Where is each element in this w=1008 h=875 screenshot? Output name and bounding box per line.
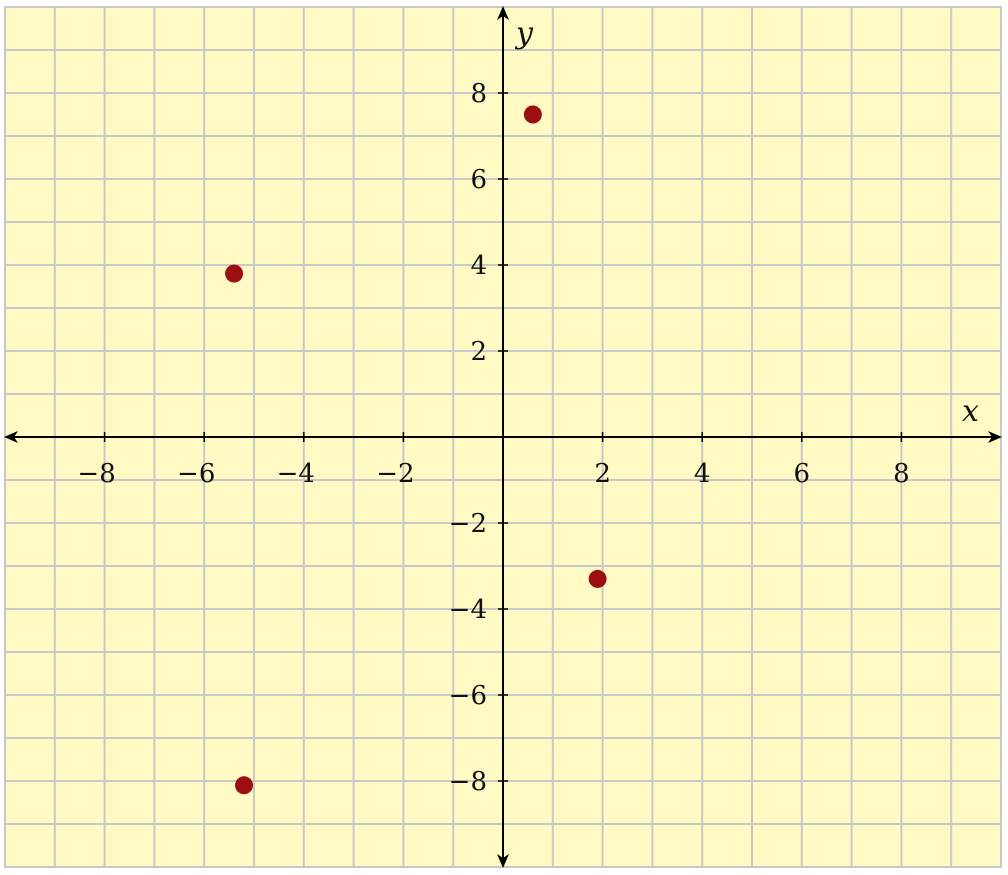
x-tick-label: −4 (277, 459, 315, 489)
axes (4, 6, 1002, 868)
y-tick-label: 6 (470, 165, 487, 195)
x-tick-label: −2 (376, 459, 414, 489)
data-point (235, 776, 254, 795)
x-tick-label: −6 (177, 459, 215, 489)
y-tick-label: −8 (449, 767, 487, 797)
x-axis-label: x (962, 394, 979, 429)
x-tick-label: 4 (694, 459, 711, 489)
y-tick-label: 8 (470, 79, 487, 109)
y-tick-label: −6 (449, 681, 487, 711)
y-tick-label: 2 (470, 337, 487, 367)
y-axis-label: y (514, 16, 534, 51)
y-tick-label: 4 (470, 251, 487, 281)
data-point (588, 569, 607, 588)
data-points (225, 105, 607, 795)
data-point (225, 264, 244, 283)
y-tick-label: −4 (449, 595, 487, 625)
x-tick-label: −8 (77, 459, 115, 489)
x-tick-label: 6 (794, 459, 811, 489)
data-point (523, 105, 542, 124)
x-tick-label: 2 (594, 459, 611, 489)
y-tick-label: −2 (449, 509, 487, 539)
x-tick-label: 8 (893, 459, 910, 489)
tick-labels: −8 −6 −4 −2 2 4 6 8 −8 −6 −4 −2 2 4 6 8 (77, 79, 909, 797)
